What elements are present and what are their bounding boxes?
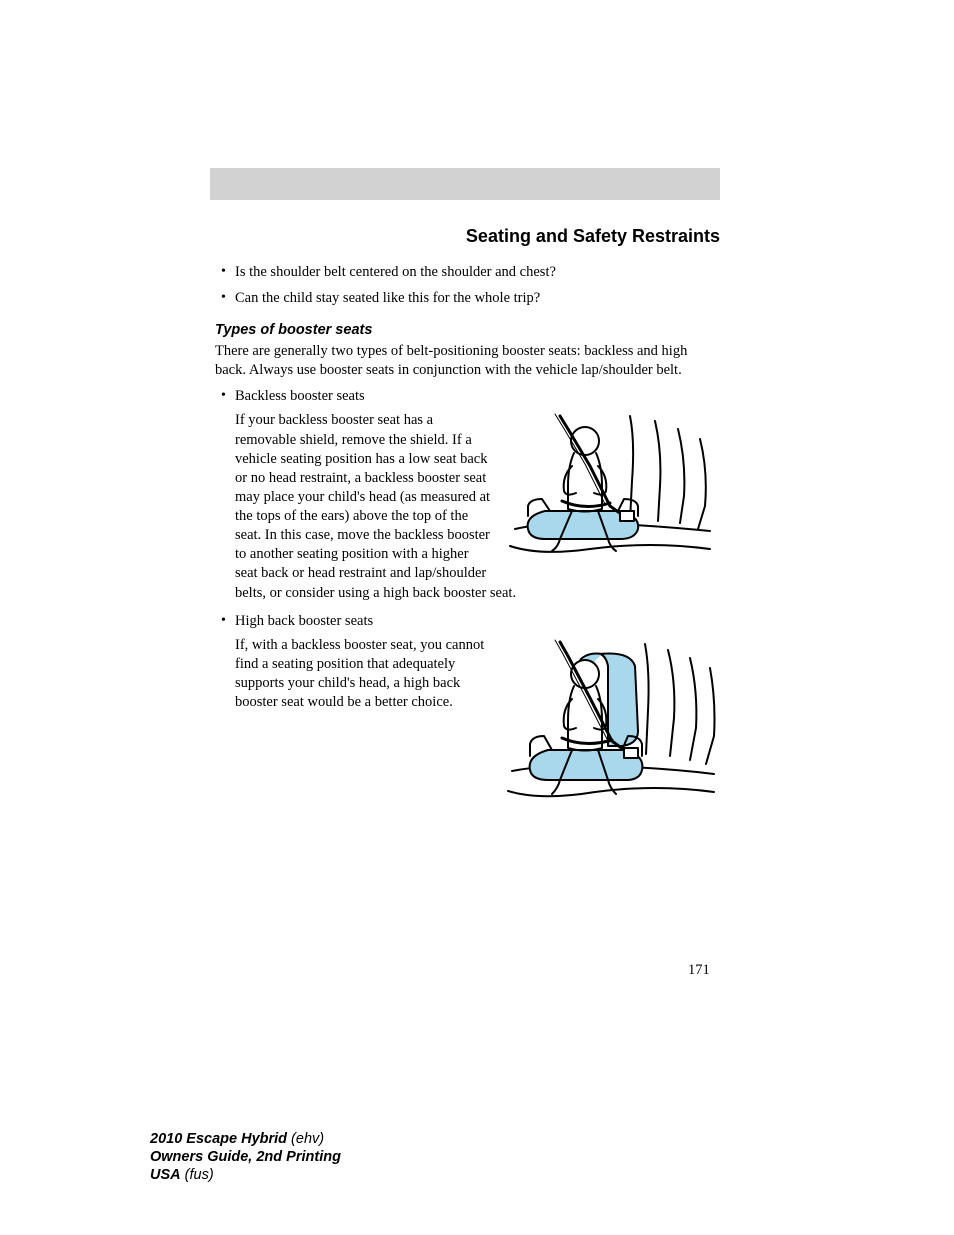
page-number: 171	[688, 962, 710, 979]
footer-vehicle: 2010 Escape Hybrid	[150, 1131, 287, 1147]
footer-line-3: USA (fus)	[150, 1166, 341, 1184]
list-item: Is the shoulder belt centered on the sho…	[215, 263, 720, 283]
section-title: Seating and Safety Restraints	[215, 226, 720, 247]
header-gray-banner	[210, 168, 720, 200]
booster-section: Backless booster seats	[215, 388, 720, 814]
booster-item-backless: Backless booster seats	[215, 388, 720, 602]
subheading: Types of booster seats	[215, 322, 720, 338]
backless-booster-illustration	[500, 411, 720, 561]
intro-bullet-list: Is the shoulder belt centered on the sho…	[215, 263, 720, 308]
footer-vehicle-code: (ehv)	[287, 1131, 324, 1147]
booster-item-body: If, with a backless booster seat, you ca…	[215, 636, 720, 713]
booster-item-title: Backless booster seats	[215, 388, 720, 405]
footer-line-2: Owners Guide, 2nd Printing	[150, 1148, 341, 1166]
footer-line-1: 2010 Escape Hybrid (ehv)	[150, 1130, 341, 1148]
intro-paragraph: There are generally two types of belt-po…	[215, 342, 720, 380]
footer-guide: Owners Guide, 2nd Printing	[150, 1149, 341, 1165]
booster-item-body: If your backless booster seat has a remo…	[215, 411, 720, 602]
list-item: Can the child stay seated like this for …	[215, 289, 720, 309]
highback-booster-illustration	[500, 636, 720, 811]
page-content: Seating and Safety Restraints Is the sho…	[215, 226, 720, 825]
footer-region: USA	[150, 1167, 181, 1183]
footer-region-code: (fus)	[181, 1167, 214, 1183]
booster-item-text: If your backless booster seat has a remo…	[235, 412, 516, 600]
footer: 2010 Escape Hybrid (ehv) Owners Guide, 2…	[150, 1130, 341, 1184]
booster-item-text: If, with a backless booster seat, you ca…	[235, 637, 484, 710]
booster-item-highback: High back booster seats	[215, 613, 720, 815]
booster-item-title: High back booster seats	[215, 613, 720, 630]
